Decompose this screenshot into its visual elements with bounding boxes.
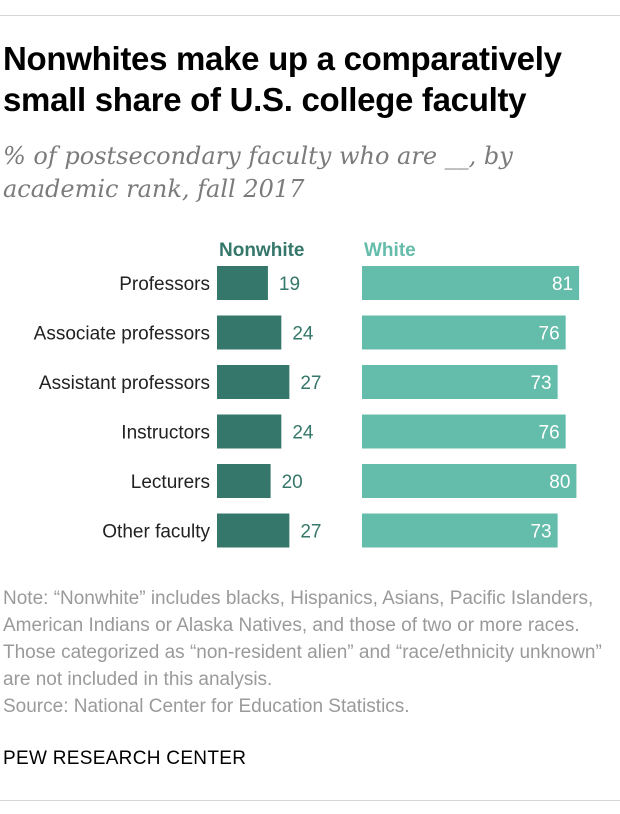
value-label-nonwhite-assistant-professors: 27 bbox=[300, 373, 321, 394]
bar-nonwhite-other-faculty bbox=[217, 513, 290, 548]
bar-white-professors bbox=[362, 266, 580, 300]
chart-title: Nonwhites make up a comparatively small … bbox=[3, 40, 562, 118]
value-label-white-associate-professors: 76 bbox=[539, 324, 560, 345]
legend-white: White bbox=[364, 240, 416, 261]
bar-nonwhite-associate-professors bbox=[217, 315, 282, 350]
bar-nonwhite-professors bbox=[217, 266, 268, 300]
value-label-nonwhite-lecturers: 20 bbox=[282, 472, 303, 493]
note-text: Note: “Nonwhite” includes blacks, Hispan… bbox=[3, 588, 602, 690]
value-label-nonwhite-other-faculty: 27 bbox=[300, 522, 321, 543]
chart-subtitle: % of postsecondary faculty who are __, b… bbox=[3, 142, 513, 203]
value-label-nonwhite-instructors: 24 bbox=[292, 423, 314, 444]
value-label-nonwhite-professors: 19 bbox=[279, 274, 300, 295]
top-divider bbox=[0, 15, 620, 16]
category-label-professors: Professors bbox=[119, 274, 210, 295]
bar-nonwhite-assistant-professors bbox=[217, 365, 290, 399]
value-label-white-assistant-professors: 73 bbox=[530, 373, 551, 394]
value-label-nonwhite-associate-professors: 24 bbox=[292, 324, 314, 345]
bar-white-lecturers bbox=[362, 464, 577, 498]
value-label-white-lecturers: 80 bbox=[549, 472, 570, 493]
bar-chart: Nonwhite White Professors 19 81 Associate pro… bbox=[34, 240, 580, 548]
source-text: Source: National Center for Education St… bbox=[3, 696, 410, 717]
bar-white-assistant-professors bbox=[362, 365, 558, 399]
value-label-white-professors: 81 bbox=[552, 274, 573, 295]
value-label-white-instructors: 76 bbox=[539, 423, 560, 444]
bar-white-other-faculty bbox=[362, 513, 558, 548]
pew-research-center-logo: PEW RESEARCH CENTER bbox=[3, 748, 247, 769]
bar-white-associate-professors bbox=[362, 315, 566, 350]
bottom-divider bbox=[0, 800, 620, 801]
chart-notes: Note: “Nonwhite” includes blacks, Hispan… bbox=[3, 585, 615, 720]
category-label-instructors: Instructors bbox=[121, 423, 210, 444]
category-label-other-faculty: Other faculty bbox=[102, 522, 210, 543]
bar-nonwhite-instructors bbox=[217, 414, 282, 449]
category-label-lecturers: Lecturers bbox=[131, 472, 210, 493]
bar-white-instructors bbox=[362, 414, 566, 449]
bar-nonwhite-lecturers bbox=[217, 464, 271, 498]
category-label-assistant-professors: Assistant professors bbox=[39, 373, 210, 394]
value-label-white-other-faculty: 73 bbox=[530, 522, 551, 543]
legend-nonwhite: Nonwhite bbox=[219, 240, 305, 261]
category-label-associate-professors: Associate professors bbox=[34, 324, 210, 345]
